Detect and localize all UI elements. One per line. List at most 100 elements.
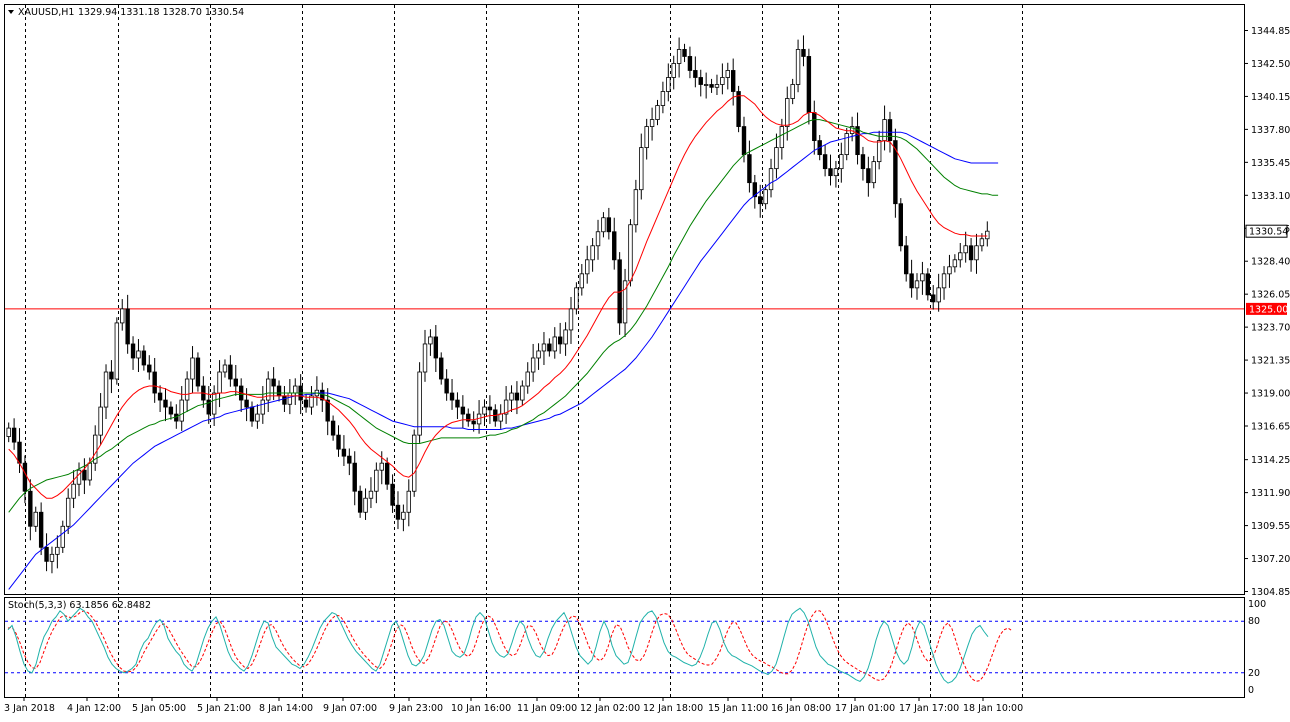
- candle-body: [211, 392, 217, 415]
- candle-body: [736, 91, 741, 127]
- price-label: 1311.90: [1251, 488, 1290, 499]
- candle-body: [482, 406, 487, 415]
- candle-body: [741, 126, 747, 156]
- candle-body: [882, 119, 887, 141]
- candle-body: [87, 462, 93, 481]
- price-axis: 1344.85 1342.50 1340.15 1337.80 1335.45 1333.…: [1244, 26, 1290, 598]
- vertical-grid: [25, 5, 1023, 697]
- candle-body: [644, 126, 649, 149]
- candle-body: [455, 399, 460, 408]
- candle-body: [709, 84, 714, 88]
- stoch-main-line: [7, 607, 989, 684]
- candle-body: [590, 245, 595, 261]
- ma-slow-line: [8, 131, 999, 590]
- candle-body: [612, 231, 617, 261]
- candle-body: [141, 350, 147, 366]
- candle-body: [152, 371, 157, 394]
- candle-body: [6, 427, 11, 437]
- time-label: 17 Jan 01:00: [835, 703, 895, 714]
- time-label: 9 Jan 07:00: [323, 703, 377, 714]
- price-label: 1335.45: [1251, 158, 1290, 169]
- candle-body: [460, 406, 466, 415]
- candle-body: [163, 399, 168, 408]
- candle-body: [38, 511, 44, 548]
- time-label: 17 Jan 17:00: [899, 703, 959, 714]
- candle-body: [947, 266, 952, 275]
- candle-body: [676, 49, 682, 64]
- candle-body: [374, 469, 379, 492]
- stoch-signal-line: [7, 610, 1013, 682]
- candle-body: [233, 378, 238, 387]
- candle-body: [779, 126, 785, 149]
- candle-body: [130, 343, 136, 359]
- candle-body: [266, 378, 271, 401]
- candle-body: [552, 336, 557, 352]
- price-label: 1321.35: [1251, 356, 1290, 367]
- candle-body: [893, 140, 898, 205]
- candle-body: [336, 434, 341, 450]
- candle-body: [363, 497, 368, 513]
- candle-body: [747, 154, 752, 184]
- stochastic-oscillator: 100 80 20 0: [5, 599, 1266, 696]
- candle-body: [433, 336, 439, 359]
- candle-body: [898, 203, 903, 247]
- candle-body: [687, 56, 693, 71]
- price-label: 1337.80: [1251, 125, 1290, 136]
- price-label: 1304.85: [1251, 587, 1290, 598]
- candle-body: [206, 399, 211, 415]
- candle-body: [876, 140, 882, 163]
- candle-body: [260, 399, 266, 415]
- candle-body: [903, 245, 909, 275]
- candle-body: [222, 364, 228, 373]
- candle-body: [714, 84, 720, 88]
- candle-body: [368, 490, 374, 499]
- candle-body: [579, 273, 585, 289]
- candle-body: [255, 413, 260, 422]
- time-label: 9 Jan 23:00: [389, 703, 443, 714]
- stoch-level-label: 0: [1248, 685, 1254, 696]
- candle-body: [109, 371, 114, 380]
- candle-body: [509, 392, 514, 401]
- candle-body: [401, 511, 406, 520]
- candle-body: [60, 525, 65, 548]
- current-price-label: 1330.54: [1249, 227, 1288, 238]
- candle-body: [352, 462, 357, 492]
- time-label: 4 Jan 12:00: [67, 703, 121, 714]
- candle-body: [190, 357, 195, 380]
- candle-body: [806, 56, 812, 113]
- candle-body: [125, 308, 130, 345]
- time-label: 11 Jan 09:00: [517, 703, 577, 714]
- candle-body: [325, 399, 330, 422]
- candle-body: [179, 399, 184, 422]
- price-label: 1319.00: [1251, 389, 1290, 400]
- time-label: 8 Jan 14:00: [259, 703, 313, 714]
- candle-body: [952, 259, 958, 268]
- candle-body: [536, 350, 541, 359]
- dropdown-triangle-icon[interactable]: [8, 10, 14, 14]
- candlesticks: [6, 35, 990, 574]
- candle-body: [795, 49, 801, 85]
- price-label: 1333.10: [1251, 191, 1290, 202]
- price-label: 1314.25: [1251, 455, 1290, 466]
- candle-body: [828, 168, 833, 177]
- time-label: 16 Jan 08:00: [771, 703, 831, 714]
- candle-body: [606, 217, 612, 233]
- price-label: 1340.15: [1251, 92, 1290, 103]
- candle-body: [417, 371, 422, 436]
- candle-body: [357, 490, 363, 513]
- candle-body: [547, 343, 552, 352]
- candle-body: [985, 230, 990, 240]
- price-label: 1344.85: [1251, 26, 1290, 37]
- candle-body: [963, 245, 968, 254]
- candle-body: [428, 336, 433, 345]
- candle-body: [136, 350, 141, 359]
- candle-body: [217, 371, 222, 394]
- candle-body: [768, 168, 774, 191]
- candle-body: [801, 49, 806, 57]
- price-label: 1307.20: [1251, 554, 1290, 565]
- candle-body: [395, 504, 401, 520]
- candle-body: [958, 252, 963, 261]
- candle-body: [568, 308, 574, 331]
- time-label: 3 Jan 2018: [4, 703, 55, 714]
